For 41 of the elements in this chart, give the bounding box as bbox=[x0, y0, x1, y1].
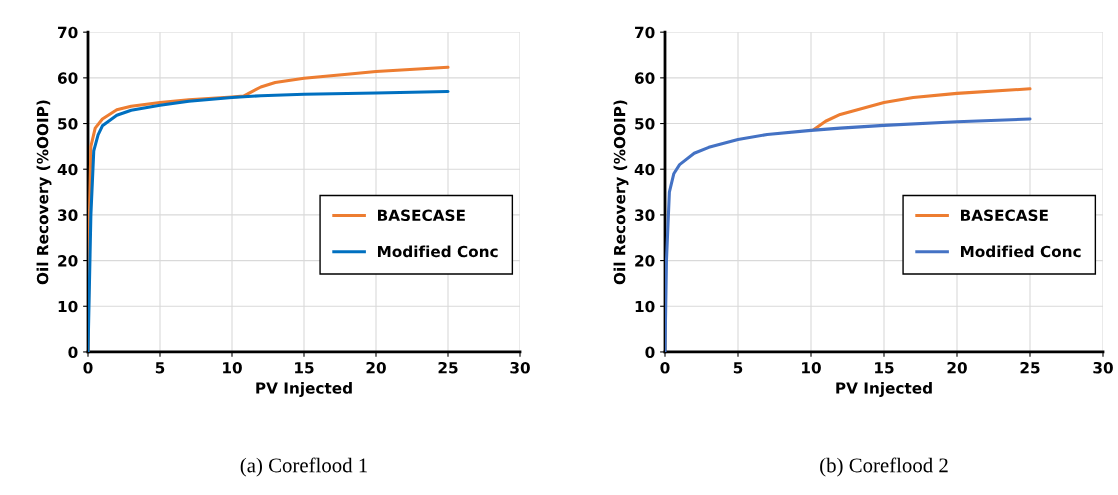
x-tick-label: 15 bbox=[295, 362, 314, 374]
legend-label: Modified Conc bbox=[961, 245, 1081, 258]
y-tick-label: 30 bbox=[635, 209, 655, 221]
x-axis-title: PV Injected bbox=[256, 382, 352, 397]
line-series bbox=[812, 87, 1032, 132]
y-tick-label: 70 bbox=[58, 26, 78, 39]
x-tick-label: 25 bbox=[438, 361, 458, 374]
x-tick-label: 10 bbox=[802, 361, 821, 374]
x-axis-title: PV Injected bbox=[836, 382, 932, 397]
x-tick-label: 25 bbox=[1020, 361, 1040, 374]
x-tick-label: 5 bbox=[733, 362, 743, 374]
x-tick-label: 20 bbox=[366, 361, 386, 374]
y-tick-label: 50 bbox=[58, 118, 78, 130]
y-tick-label: 70 bbox=[635, 26, 655, 39]
legend-label: Modified Conc bbox=[378, 245, 498, 258]
y-tick-label: 30 bbox=[58, 209, 78, 221]
x-tick-label: 10 bbox=[223, 361, 242, 374]
y-tick-label: 60 bbox=[634, 72, 655, 84]
legend-label: BASECASE bbox=[961, 209, 1048, 222]
y-tick-label: 0 bbox=[68, 346, 78, 358]
y-axis-title: Oil Recovery (%OOIP) bbox=[613, 100, 629, 285]
y-tick-label: 40 bbox=[57, 163, 78, 176]
y-axis-title: Oil Recovery (%OOIP) bbox=[36, 100, 52, 285]
x-tick-label: 30 bbox=[1093, 361, 1113, 374]
text: (b) Coreflood 2 bbox=[820, 457, 948, 477]
x-tick-label: 0 bbox=[660, 361, 670, 374]
text: (a) Coreflood 1 bbox=[240, 457, 367, 477]
x-tick-label: 5 bbox=[155, 362, 165, 374]
y-tick-label: 20 bbox=[635, 255, 655, 267]
x-tick-label: 20 bbox=[947, 361, 967, 374]
y-tick-label: 0 bbox=[645, 346, 655, 358]
y-tick-label: 10 bbox=[635, 300, 655, 313]
y-tick-label: 40 bbox=[634, 163, 655, 176]
x-tick-label: 15 bbox=[875, 362, 894, 374]
y-tick-label: 50 bbox=[635, 118, 655, 130]
y-tick-label: 20 bbox=[58, 255, 78, 267]
legend-label: BASECASE bbox=[378, 209, 465, 222]
x-tick-label: 30 bbox=[510, 361, 530, 374]
y-tick-label: 10 bbox=[58, 300, 78, 313]
x-tick-label: 0 bbox=[83, 361, 93, 374]
y-tick-label: 60 bbox=[57, 72, 78, 84]
